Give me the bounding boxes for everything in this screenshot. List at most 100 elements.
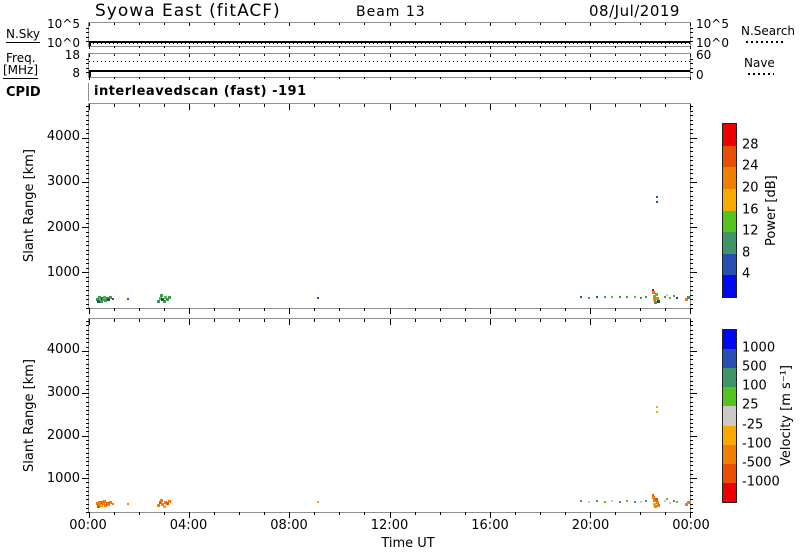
range-tick: [690, 160, 693, 162]
time-tick: [239, 512, 241, 515]
echo-point: [654, 293, 658, 297]
scale-tick: [86, 32, 89, 34]
time-tick-label: 20:00: [571, 518, 610, 533]
range-tick: [690, 444, 693, 446]
range-tick: [690, 106, 693, 108]
range-tick: [690, 338, 693, 340]
range-tick: [690, 222, 693, 224]
range-tick: [86, 427, 89, 429]
range-tick: [690, 249, 693, 251]
time-tick: [414, 23, 416, 25]
echo-point: [596, 295, 599, 298]
freq-trace: [89, 69, 690, 72]
range-tick: [690, 276, 693, 278]
time-tick: [164, 23, 166, 25]
colorbar-tick-label: 1000: [742, 340, 776, 356]
range-tick: [690, 414, 693, 416]
time-tick: [114, 46, 116, 48]
range-tick: [86, 363, 89, 365]
echo-point: [317, 501, 320, 504]
range-tick: [86, 231, 89, 233]
echo-point: [655, 296, 659, 300]
range-tick: [86, 448, 89, 450]
time-tick: [690, 46, 691, 49]
scale-tick: [690, 67, 693, 69]
time-tick: [614, 512, 616, 515]
time-tick: [164, 319, 166, 322]
range-tick: [86, 263, 89, 265]
range-tick: [690, 133, 693, 135]
time-tick: [514, 308, 516, 311]
beam-label: Beam 13: [356, 4, 426, 20]
time-tick: [89, 46, 90, 49]
colorbar-tick-label: 12: [742, 223, 759, 239]
scale-tick: [86, 72, 89, 74]
range-tick: [86, 384, 89, 386]
time-tick: [690, 23, 691, 26]
range-tick: [690, 236, 693, 238]
time-tick: [539, 104, 541, 107]
range-tick: [86, 186, 89, 188]
nsky-trace: [89, 40, 690, 43]
range-tick: [86, 495, 89, 497]
scale-tick: [86, 67, 89, 69]
range-tick: [690, 231, 693, 233]
echo-point: [111, 298, 114, 301]
scale-tick: [690, 27, 693, 29]
range-tick: [690, 329, 693, 331]
cpid-value: interleavedscan (fast) -191: [94, 84, 307, 99]
colorbar-tick-label: 28: [742, 137, 759, 153]
echo-point: [98, 296, 102, 300]
freq-tick-bottom: 8: [72, 66, 80, 80]
time-tick: [314, 46, 316, 48]
time-tick: [414, 308, 416, 311]
time-tick: [364, 23, 366, 25]
time-tick: [264, 104, 266, 107]
range-tick: [690, 380, 693, 382]
range-tick: [82, 182, 89, 184]
time-tick: [289, 104, 291, 110]
range-tick: [86, 372, 89, 374]
range-tick: [82, 227, 89, 229]
range-tick: [86, 376, 89, 378]
echo-point: [663, 500, 666, 503]
range-tick: [86, 267, 89, 269]
echo-point: [98, 500, 102, 504]
echo-point: [126, 298, 129, 301]
time-tick: [389, 77, 391, 80]
echo-point: [640, 296, 643, 299]
range-tick: [86, 444, 89, 446]
range-tick: [690, 186, 693, 188]
time-tick: [664, 319, 666, 322]
velocity-colorbar-title: Velocity [m s⁻¹]: [779, 365, 794, 467]
range-tick: [86, 388, 89, 390]
time-tick: [614, 104, 616, 107]
range-tick: [690, 204, 693, 206]
range-tick: [690, 272, 697, 274]
time-tick: [439, 54, 441, 56]
time-tick: [139, 54, 141, 56]
time-tick: [314, 104, 316, 107]
echo-point: [100, 299, 104, 303]
time-tick: [164, 308, 166, 311]
range-tick-label: 1000: [46, 470, 80, 486]
time-tick: [664, 104, 666, 107]
colorbar-segment: [723, 167, 736, 190]
range-tick: [690, 495, 693, 497]
range-tick: [690, 263, 693, 265]
time-tick: [614, 46, 616, 48]
range-tick: [690, 388, 693, 390]
nsky-right-tick-bottom: 10^0: [696, 36, 729, 50]
time-tick: [264, 512, 266, 515]
time-tick: [189, 319, 191, 325]
echo-point: [162, 504, 166, 508]
time-tick: [514, 54, 516, 56]
echo-point: [587, 501, 590, 504]
range-tick: [82, 478, 89, 480]
colorbar-segment: [723, 482, 736, 503]
range-tick: [86, 142, 89, 144]
range-tick: [690, 342, 693, 344]
range-tick: [690, 405, 693, 407]
time-tick: [589, 308, 591, 314]
echo-point: [626, 500, 629, 503]
